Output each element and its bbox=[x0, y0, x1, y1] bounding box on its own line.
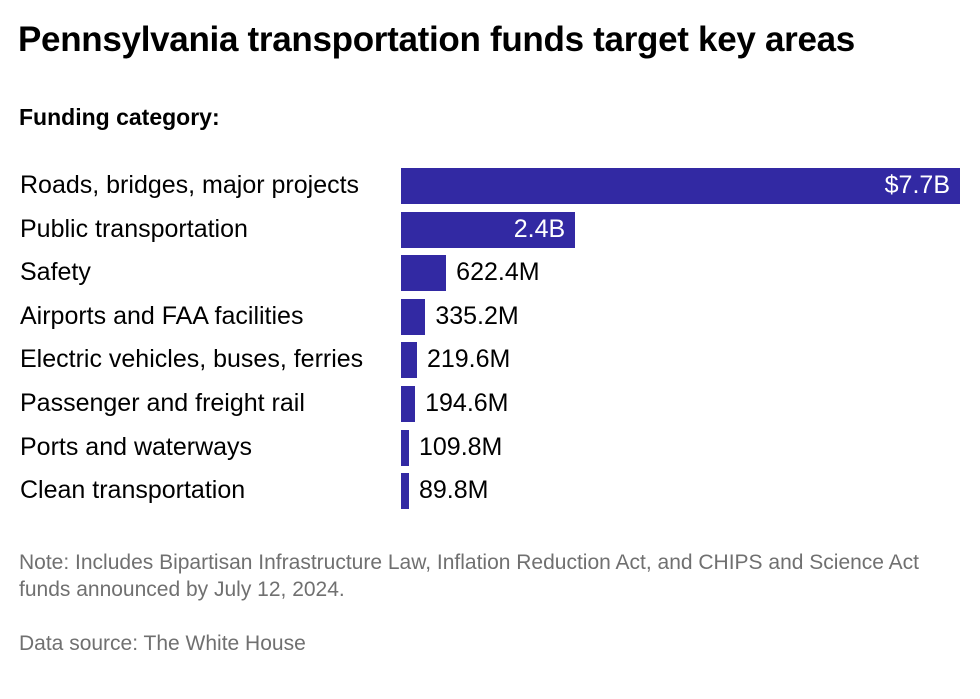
bar-row: Passenger and freight rail 194.6M bbox=[0, 384, 980, 422]
value-label: 219.6M bbox=[426, 345, 511, 374]
bar-row: Public transportation 2.4B bbox=[0, 210, 980, 248]
bar bbox=[401, 386, 416, 422]
chart-note: Note: Includes Bipartisan Infrastructure… bbox=[19, 551, 919, 601]
value-label: 2.4B bbox=[513, 214, 566, 243]
bar bbox=[401, 211, 576, 248]
category-label: Ports and waterways bbox=[20, 432, 253, 461]
bar-row: Safety 622.4M bbox=[0, 253, 980, 292]
category-label: Public transportation bbox=[20, 214, 248, 243]
bar-row: Clean transportation 89.8M bbox=[0, 471, 980, 510]
chart-title: Pennsylvania transportation funds target… bbox=[18, 20, 855, 59]
bar-row: Electric vehicles, buses, ferries 219.6M bbox=[0, 340, 980, 379]
category-label: Clean transportation bbox=[20, 476, 246, 505]
category-label: Safety bbox=[20, 258, 91, 287]
bar bbox=[401, 473, 409, 510]
category-label: Passenger and freight rail bbox=[20, 389, 305, 417]
chart-subtitle: Funding category: bbox=[19, 104, 220, 130]
value-label: $7.7B bbox=[884, 171, 950, 199]
value-label: 194.6M bbox=[425, 389, 509, 417]
bar-row: Roads, bridges, major projects $7.7B bbox=[0, 166, 980, 204]
bar bbox=[401, 342, 417, 379]
bar-row: Airports and FAA facilities 335.2M bbox=[0, 297, 980, 335]
bar bbox=[401, 255, 447, 292]
value-label: 89.8M bbox=[419, 476, 489, 505]
value-label: 335.2M bbox=[435, 301, 519, 330]
value-label: 622.4M bbox=[456, 258, 540, 287]
bar bbox=[401, 429, 409, 466]
bar-row: Ports and waterways 109.8M bbox=[0, 428, 980, 466]
value-label: 109.8M bbox=[419, 432, 503, 461]
category-label: Airports and FAA facilities bbox=[20, 301, 304, 330]
bar-chart: Roads, bridges, major projects $7.7B Publi… bbox=[0, 166, 980, 516]
bar bbox=[401, 298, 426, 335]
category-label: Electric vehicles, buses, ferries bbox=[20, 345, 364, 374]
category-label: Roads, bridges, major projects bbox=[20, 171, 360, 199]
data-source: Data source: The White House bbox=[19, 632, 306, 655]
bar bbox=[401, 168, 960, 204]
